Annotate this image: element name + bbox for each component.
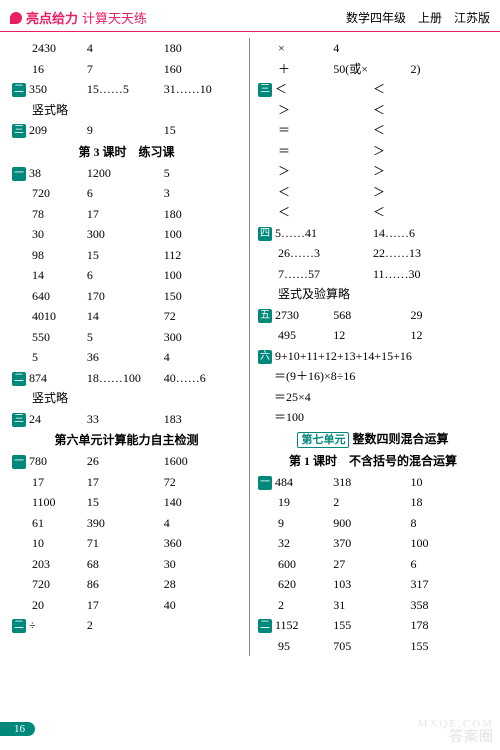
table-row: 30300100 xyxy=(10,224,243,245)
table-row: 三209915 xyxy=(10,120,243,141)
table-row: 26……322……13 xyxy=(256,243,490,264)
table-row: 9815112 xyxy=(10,245,243,266)
table-row: 171772 xyxy=(10,472,243,493)
section-badge: 三 xyxy=(12,413,26,427)
table-row: 二35015……531……10 xyxy=(10,79,243,100)
equation-line: ＝25×4 xyxy=(256,387,490,408)
section-title: 第 1 课时 不含括号的混合运算 xyxy=(256,450,490,472)
section-badge: 二 xyxy=(12,619,26,633)
table-row: 231358 xyxy=(256,595,490,616)
equation-line: ＝(9＋16)×8÷16 xyxy=(256,366,490,387)
table-row: 三2433183 xyxy=(10,409,243,430)
table-row: 四5……4114……6 xyxy=(256,223,490,244)
note-text: 竖式及验算略 xyxy=(256,284,490,305)
header-right: 数学四年级 上册 江苏版 xyxy=(346,9,490,26)
table-row: 7208628 xyxy=(10,574,243,595)
equation-line: 六9+10+11+12+13+14+15+16 xyxy=(256,346,490,367)
header-subtitle: 计算天天练 xyxy=(82,8,147,27)
section-badge: 三 xyxy=(258,83,272,97)
table-row: 620103317 xyxy=(256,574,490,595)
equation-line: ＝100 xyxy=(256,407,490,428)
table-row: 一780261600 xyxy=(10,451,243,472)
table-row: 201740 xyxy=(10,595,243,616)
watermark-text: 答案圈 xyxy=(449,726,494,746)
section-badge: 四 xyxy=(258,227,272,241)
table-row: ＝＜ xyxy=(256,120,490,141)
table-row: 2036830 xyxy=(10,554,243,575)
table-row: 110015140 xyxy=(10,492,243,513)
table-row: 五273056829 xyxy=(256,305,490,326)
table-row: 5364 xyxy=(10,347,243,368)
table-row: 二÷2 xyxy=(10,615,243,636)
table-row: 167160 xyxy=(10,59,243,80)
section-badge: 一 xyxy=(12,455,26,469)
table-row: 613904 xyxy=(10,513,243,534)
table-row: 95705155 xyxy=(256,636,490,657)
table-row: 72063 xyxy=(10,183,243,204)
section-badge: 三 xyxy=(12,124,26,138)
table-row: ＋50(或×2) xyxy=(256,59,490,80)
table-row: ＞＞ xyxy=(256,161,490,182)
unit-badge: 第七单元 xyxy=(297,432,349,448)
section-badge: 二 xyxy=(258,619,272,633)
right-column: ×4 ＋50(或×2) 三＜＜ ＞＜ ＝＜ ＝＞ ＞＞ ＜＞ ＜＜ 四5……41… xyxy=(250,38,496,656)
table-row: ＞＜ xyxy=(256,100,490,121)
left-column: 24304180 167160 二35015……531……10 竖式略 三209… xyxy=(4,38,250,656)
section-badge: 二 xyxy=(12,372,26,386)
table-row: 24304180 xyxy=(10,38,243,59)
section-badge: 一 xyxy=(12,167,26,181)
section-badge: 二 xyxy=(12,83,26,97)
table-row: ＜＜ xyxy=(256,202,490,223)
table-row: 二87418……10040……6 xyxy=(10,368,243,389)
table-row: 三＜＜ xyxy=(256,79,490,100)
table-row: 5505300 xyxy=(10,327,243,348)
table-row: 一48431810 xyxy=(256,472,490,493)
page-header: 亮点给力 计算天天练 数学四年级 上册 江苏版 xyxy=(0,0,500,32)
table-row: 640170150 xyxy=(10,286,243,307)
table-row: 32370100 xyxy=(256,533,490,554)
page-number: 16 xyxy=(0,722,35,736)
table-row: 4951212 xyxy=(256,325,490,346)
main-content: 24304180 167160 二35015……531……10 竖式略 三209… xyxy=(0,32,500,656)
table-row: 19218 xyxy=(256,492,490,513)
section-badge: 五 xyxy=(258,309,272,323)
table-row: 600276 xyxy=(256,554,490,575)
header-title: 亮点给力 xyxy=(26,8,78,27)
table-row: ＜＞ xyxy=(256,182,490,203)
brand-icon xyxy=(10,12,22,24)
table-row: 二1152155178 xyxy=(256,615,490,636)
table-row: 99008 xyxy=(256,513,490,534)
table-row: ×4 xyxy=(256,38,490,59)
table-row: 7……5711……30 xyxy=(256,264,490,285)
table-row: 40101472 xyxy=(10,306,243,327)
section-badge: 六 xyxy=(258,350,272,364)
section-title: 第六单元计算能力自主检测 xyxy=(10,429,243,451)
table-row: 1071360 xyxy=(10,533,243,554)
section-badge: 一 xyxy=(258,476,272,490)
unit-title: 第七单元 整数四则混合运算 xyxy=(256,428,490,450)
table-row: 一3812005 xyxy=(10,163,243,184)
table-row: 7817180 xyxy=(10,204,243,225)
table-row: 146100 xyxy=(10,265,243,286)
note-text: 竖式略 xyxy=(10,388,243,409)
note-text: 竖式略 xyxy=(10,100,243,121)
table-row: ＝＞ xyxy=(256,141,490,162)
section-title: 第 3 课时 练习课 xyxy=(10,141,243,163)
